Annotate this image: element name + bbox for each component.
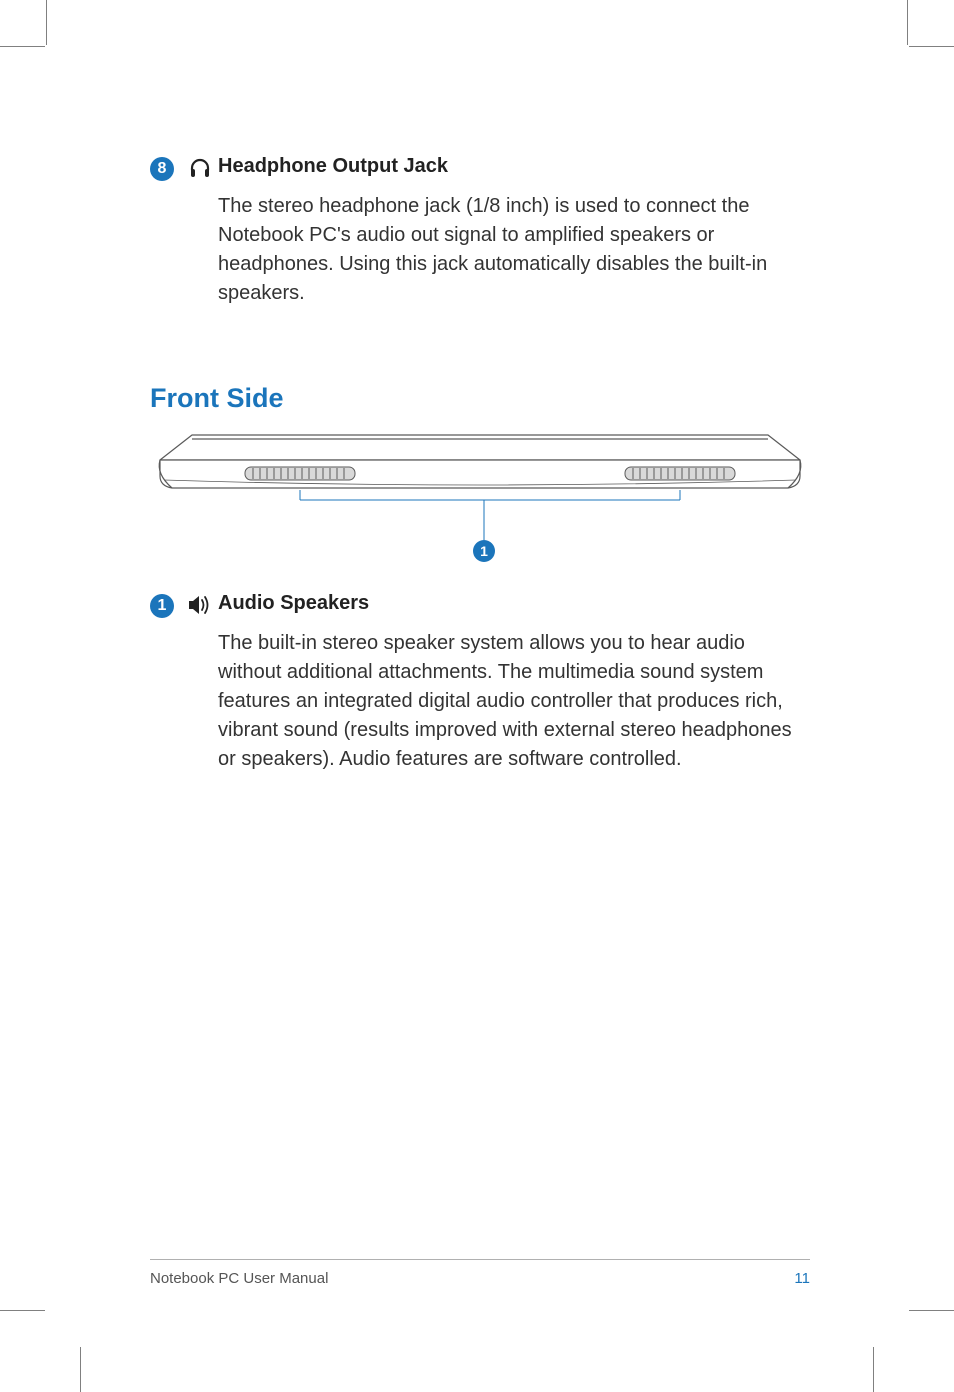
entry-audio-speakers: 1 Audio Speakers	[150, 592, 810, 621]
entry-title: Audio Speakers	[218, 592, 810, 615]
crop-mark	[909, 46, 954, 47]
callout-number-1: 1	[150, 594, 174, 618]
entry-headphone-jack: 8 Headphone Output Jack	[150, 155, 810, 184]
front-side-diagram: 1	[150, 432, 810, 562]
entry-title: Headphone Output Jack	[218, 155, 810, 178]
page-content: 8 Headphone Output Jack The stereo headp…	[150, 155, 810, 774]
entry-description: The stereo headphone jack (1/8 inch) is …	[218, 192, 810, 308]
section-heading-front-side: Front Side	[150, 383, 810, 414]
diagram-callout-1: 1	[473, 540, 495, 562]
entry-description: The built-in stereo speaker system allow…	[218, 629, 810, 774]
callout-number-8: 8	[150, 157, 174, 181]
crop-mark	[0, 46, 45, 47]
crop-mark	[873, 1347, 874, 1392]
speaker-icon	[188, 594, 218, 616]
crop-mark	[907, 0, 908, 45]
crop-mark	[909, 1310, 954, 1311]
page-footer: Notebook PC User Manual 11	[150, 1259, 810, 1287]
crop-mark	[46, 0, 47, 45]
footer-page-number: 11	[794, 1270, 810, 1287]
crop-mark	[0, 1310, 45, 1311]
crop-mark	[80, 1347, 81, 1392]
headphone-icon	[188, 157, 218, 181]
footer-manual-title: Notebook PC User Manual	[150, 1270, 328, 1287]
